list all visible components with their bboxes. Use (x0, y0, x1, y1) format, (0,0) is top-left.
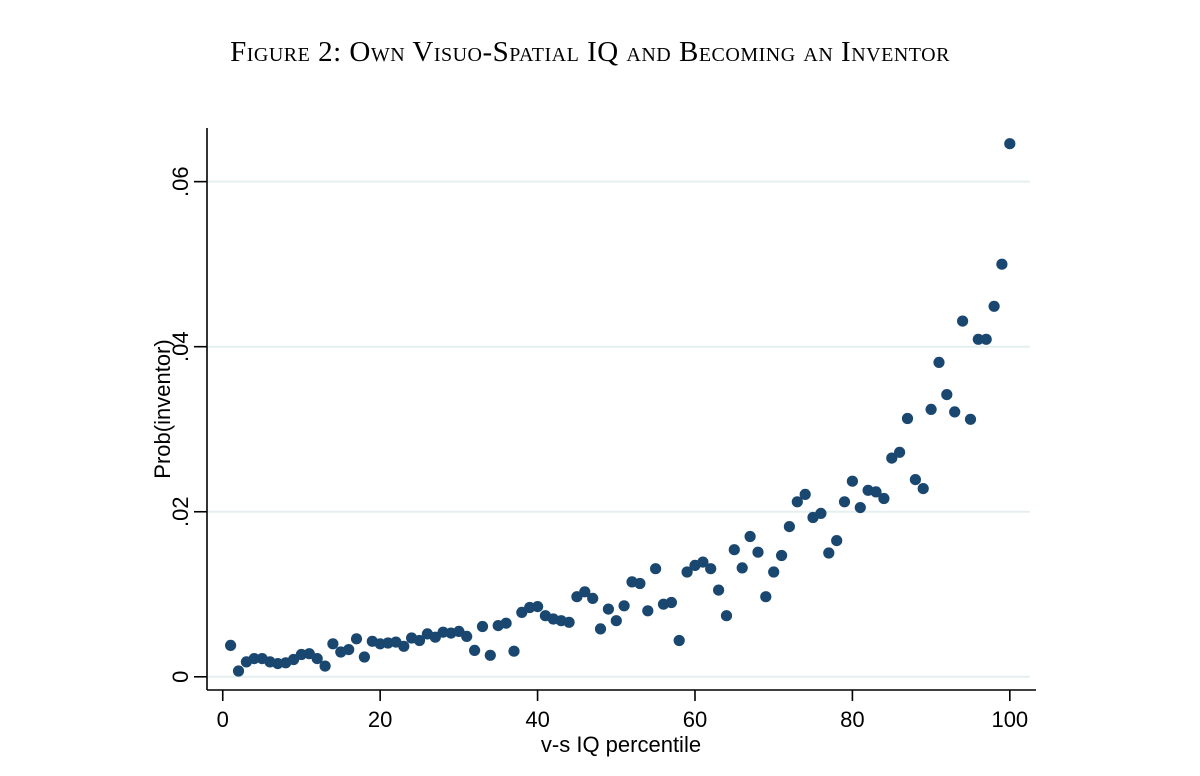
data-point (705, 563, 717, 575)
data-point (1004, 138, 1016, 150)
data-point (532, 601, 544, 613)
x-axis-title: v-s IQ percentile (541, 732, 701, 757)
data-point (413, 634, 426, 647)
data-point (815, 507, 827, 519)
data-point (823, 547, 835, 559)
data-point (957, 315, 969, 327)
data-point (358, 651, 370, 663)
data-point (579, 586, 591, 598)
data-point (484, 649, 496, 661)
data-point (909, 474, 922, 486)
data-point (972, 333, 984, 345)
data-point (248, 653, 260, 665)
data-point (925, 403, 937, 415)
x-tick-label: 0 (217, 707, 229, 732)
data-point (949, 406, 961, 418)
data-point (901, 412, 914, 425)
data-point (783, 521, 796, 533)
data-point (713, 584, 725, 596)
data-point (461, 630, 473, 643)
data-point (602, 603, 615, 615)
data-point (854, 502, 866, 514)
data-point (232, 665, 245, 677)
data-point (350, 633, 363, 645)
data-point (996, 258, 1008, 270)
x-tick-label: 80 (840, 707, 864, 732)
data-point (831, 535, 843, 547)
data-point (941, 389, 953, 401)
data-point (776, 549, 788, 562)
data-point (327, 638, 339, 650)
data-point (650, 563, 662, 575)
data-point (508, 645, 520, 657)
data-point (665, 596, 678, 609)
data-point (225, 639, 237, 652)
y-tick-label: .02 (168, 496, 193, 527)
data-point (618, 600, 630, 612)
data-point (878, 492, 890, 505)
data-point (634, 577, 646, 590)
data-point (799, 488, 811, 500)
data-point (917, 483, 929, 495)
data-point (343, 644, 355, 656)
data-point (728, 544, 740, 556)
data-point (681, 566, 693, 578)
x-tick-label: 20 (368, 707, 392, 732)
figure-title: Figure 2: Own Visuo-Spatial IQ and Becom… (230, 36, 950, 68)
data-point (838, 496, 851, 508)
data-point (476, 620, 489, 633)
data-point (768, 566, 780, 578)
data-point (964, 413, 977, 425)
data-point (642, 605, 654, 617)
data-point (563, 616, 575, 628)
data-point (744, 530, 756, 543)
x-tick-label: 60 (683, 707, 707, 732)
data-point (980, 333, 992, 345)
data-point (870, 486, 882, 498)
y-tick-label: .04 (168, 331, 193, 362)
data-point (988, 300, 1000, 312)
data-point (791, 496, 803, 508)
data-point (311, 653, 323, 665)
data-point (846, 475, 859, 487)
data-point (587, 592, 599, 605)
data-point (752, 546, 764, 558)
data-point (760, 591, 772, 603)
data-point (469, 644, 481, 657)
y-tick-label: .06 (168, 166, 193, 197)
data-point (594, 623, 607, 635)
data-point (894, 446, 906, 458)
x-tick-label: 100 (991, 707, 1028, 732)
data-point (673, 634, 685, 647)
data-point (697, 556, 709, 568)
x-tick-label: 40 (525, 707, 549, 732)
data-point (610, 615, 622, 627)
data-point (720, 610, 733, 622)
y-axis-title: Prob(inventor) (150, 339, 175, 478)
data-point (500, 617, 512, 629)
data-point (398, 640, 410, 652)
y-tick-label: 0 (168, 671, 193, 683)
data-point (933, 356, 945, 368)
data-point (736, 562, 748, 574)
data-point (319, 660, 331, 672)
data-point (886, 452, 898, 464)
